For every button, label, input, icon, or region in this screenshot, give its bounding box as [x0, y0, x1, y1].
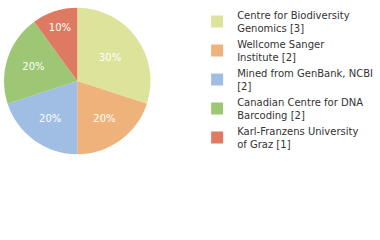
svg-text:10%: 10% [49, 22, 71, 33]
svg-text:Wellcome SangerInstitute [2]: Wellcome SangerInstitute [2] [237, 39, 325, 63]
svg-text:30%: 30% [99, 52, 121, 63]
svg-text:20%: 20% [22, 61, 44, 72]
svg-text:Centre for BiodiversityGenomic: Centre for BiodiversityGenomics [3] [237, 10, 350, 34]
svg-text:Mined from GenBank, NCBI[2]: Mined from GenBank, NCBI[2] [237, 68, 373, 92]
svg-text:20%: 20% [39, 113, 61, 124]
svg-text:Karl-Franzens Universityof Gra: Karl-Franzens Universityof Graz [1] [237, 126, 358, 150]
svg-text:20%: 20% [93, 113, 115, 124]
svg-text:Canadian Centre for DNABarcodi: Canadian Centre for DNABarcoding [2] [237, 97, 363, 121]
